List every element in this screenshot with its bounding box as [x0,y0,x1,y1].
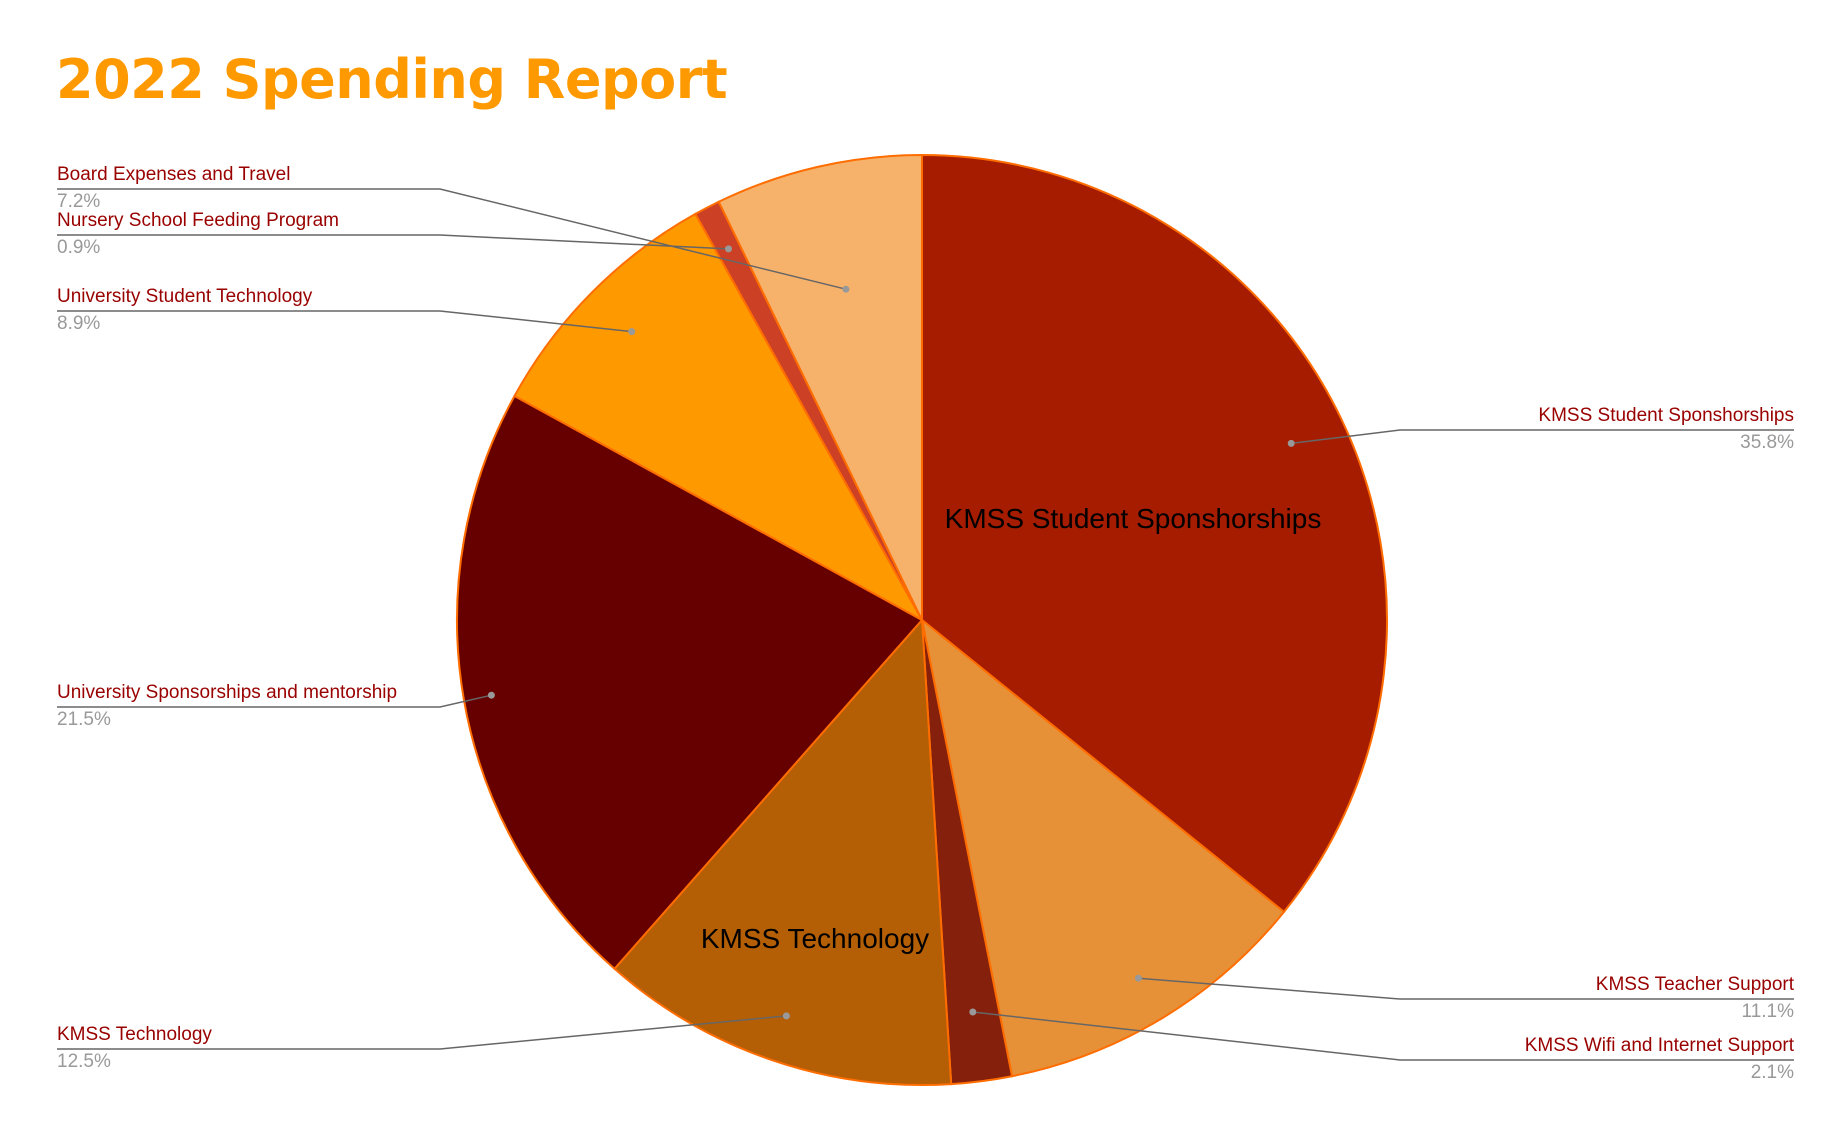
chart-title: 2022 Spending Report [56,48,728,111]
callout-kmss-wifi-and-internet-support: KMSS Wifi and Internet Support 2.1% [969,1008,1795,1083]
pie-slice-university-sponsorships-and-mentorship [456,394,924,971]
callout-name: University Student Technology [57,286,313,307]
callout-name: KMSS Student Sponshorships [1538,405,1794,426]
slice-inner-label-kmss-technology: KMSS Technology [701,923,929,954]
callout-board-expenses-and-travel: Board Expenses and Travel 7.2% [57,164,850,293]
callout-percent: 35.8% [1740,432,1794,453]
leader-line [57,188,847,290]
callout-university-student-technology: University Student Technology 8.9% [57,286,636,336]
callout-percent: 8.9% [57,313,100,334]
leader-line [1291,429,1794,445]
callout-nursery-school-feeding-program: Nursery School Feeding Program 0.9% [57,210,732,258]
callout-name: KMSS Technology [57,1024,212,1045]
callout-name: Nursery School Feeding Program [57,210,339,231]
leader-line [57,1015,787,1050]
leader-dot [782,1012,790,1020]
leader-line [57,234,729,250]
callout-kmss-student-sponshorships: KMSS Student Sponshorships 35.8% [1287,405,1794,453]
callout-name: University Sponsorships and mentorship [57,682,397,703]
callout-name: KMSS Teacher Support [1596,974,1795,995]
pie-slice-kmss-teacher-support [920,617,1286,1078]
leader-line [1138,977,1794,1000]
callout-percent: 7.2% [57,191,100,212]
slice-inner-label-kmss-student-sponshorships: KMSS Student Sponshorships [945,503,1322,534]
pie-slice-board-expenses-and-travel [717,153,923,621]
callout-kmss-teacher-support: KMSS Teacher Support 11.1% [1134,974,1795,1022]
callout-kmss-technology: KMSS Technology 12.5% [57,1012,790,1072]
callout-percent: 11.1% [1742,1001,1795,1022]
pie-slice-kmss-technology [613,617,953,1086]
callout-name: Board Expenses and Travel [57,164,290,185]
leader-dot [725,245,732,253]
leader-line [972,1011,1794,1061]
callout-percent: 2.1% [1751,1062,1794,1083]
leader-dot [628,328,636,336]
pie-slice-kmss-student-sponshorships [921,153,1388,914]
callout-name: KMSS Wifi and Internet Support [1525,1035,1795,1056]
leader-dot [1287,439,1295,447]
callout-university-sponsorships-and-mentorship: University Sponsorships and mentorship 21… [57,682,495,730]
pie-slice-university-student-technology [513,212,925,623]
callout-percent: 12.5% [57,1051,111,1072]
leader-line [57,694,492,708]
leader-dot [969,1008,977,1016]
callout-percent: 0.9% [57,237,100,258]
callout-percent: 21.5% [57,709,111,730]
leader-dot [1134,974,1142,982]
leader-dot [487,691,495,699]
leader-line [57,310,632,333]
leader-dot [842,285,850,293]
